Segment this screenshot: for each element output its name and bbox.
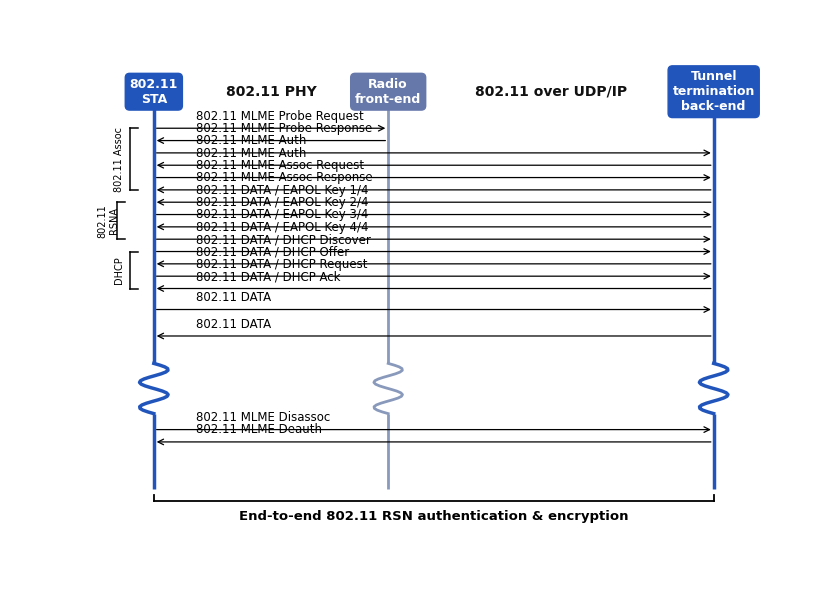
Text: 802.11 MLME Probe Request: 802.11 MLME Probe Request: [197, 110, 364, 123]
Text: 802.11 over UDP/IP: 802.11 over UDP/IP: [475, 85, 627, 98]
Text: 802.11 MLME Deauth: 802.11 MLME Deauth: [197, 423, 323, 436]
Text: 802.11 DATA / EAPOL Key 1/4: 802.11 DATA / EAPOL Key 1/4: [197, 184, 369, 197]
Text: 802.11 DATA: 802.11 DATA: [197, 291, 271, 304]
Text: 802.11 Assoc: 802.11 Assoc: [114, 126, 124, 192]
Text: 802.11 MLME Disassoc: 802.11 MLME Disassoc: [197, 411, 330, 424]
Text: 802.11 DATA / DHCP Request: 802.11 DATA / DHCP Request: [197, 258, 368, 270]
Text: Radio
front-end: Radio front-end: [355, 78, 422, 106]
Text: 802.11 DATA / EAPOL Key 3/4: 802.11 DATA / EAPOL Key 3/4: [197, 208, 369, 221]
Text: End-to-end 802.11 RSN authentication & encryption: End-to-end 802.11 RSN authentication & e…: [239, 509, 628, 522]
Text: 802.11 DATA: 802.11 DATA: [197, 317, 271, 330]
Text: 802.11
STA: 802.11 STA: [129, 78, 178, 106]
Text: Tunnel
termination
back-end: Tunnel termination back-end: [673, 70, 755, 113]
Text: 802.11
RSNA: 802.11 RSNA: [97, 204, 119, 238]
Text: 802.11 MLME Assoc Request: 802.11 MLME Assoc Request: [197, 159, 365, 172]
Text: 802.11 DATA / EAPOL Key 2/4: 802.11 DATA / EAPOL Key 2/4: [197, 196, 369, 209]
Text: 802.11 MLME Probe Response: 802.11 MLME Probe Response: [197, 122, 372, 135]
Text: 802.11 DATA / DHCP Offer: 802.11 DATA / DHCP Offer: [197, 246, 349, 259]
Text: 802.11 MLME Assoc Response: 802.11 MLME Assoc Response: [197, 171, 373, 184]
Text: 802.11 DATA / DHCP Ack: 802.11 DATA / DHCP Ack: [197, 270, 341, 283]
Text: 802.11 MLME Auth: 802.11 MLME Auth: [197, 146, 307, 160]
Text: 802.11 PHY: 802.11 PHY: [226, 85, 317, 98]
Text: DHCP: DHCP: [114, 256, 124, 284]
Text: 802.11 MLME Auth: 802.11 MLME Auth: [197, 135, 307, 148]
Text: 802.11 DATA / EAPOL Key 4/4: 802.11 DATA / EAPOL Key 4/4: [197, 221, 369, 234]
Text: 802.11 DATA / DHCP Discover: 802.11 DATA / DHCP Discover: [197, 233, 371, 246]
